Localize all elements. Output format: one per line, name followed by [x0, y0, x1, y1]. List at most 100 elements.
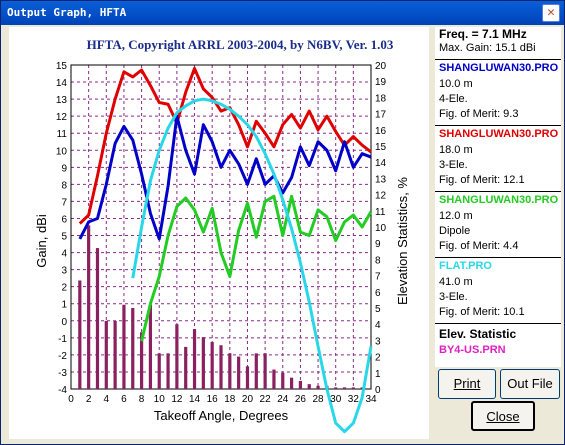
y2-tick-label: 1 — [375, 369, 381, 380]
y2-tick-label: 6 — [375, 288, 381, 299]
legend-fom: Fig. of Merit: 9.3 — [439, 108, 519, 120]
elevation-bar — [122, 304, 126, 389]
x-tick-label: 12 — [171, 394, 183, 405]
legend-type: 3-Ele. — [439, 291, 468, 303]
y-tick-label: 10 — [56, 146, 68, 157]
y2-tick-label: 17 — [375, 110, 387, 121]
close-button[interactable]: Close — [471, 401, 535, 431]
out-file-button-label: Out File — [507, 376, 553, 391]
legend-file-name: FLAT.PRO — [439, 260, 492, 272]
close-button-label: Close — [486, 409, 520, 424]
separator — [435, 125, 561, 126]
legend-fom: Fig. of Merit: 4.4 — [439, 240, 519, 252]
elevation-bar — [298, 380, 303, 389]
x-tick-label: 30 — [330, 394, 342, 405]
elevation-bar — [272, 369, 276, 389]
elevation-bar — [113, 320, 117, 389]
x-tick-label: 22 — [260, 394, 272, 405]
elevation-bar — [316, 385, 320, 389]
series-line — [131, 97, 373, 434]
elevation-bar — [157, 353, 161, 389]
x-tick-label: 34 — [365, 394, 377, 405]
legend-panel: Freq. = 7.1 MHz Max. Gain: 15.1 dBi SHAN… — [435, 27, 561, 367]
x-tick-label: 6 — [121, 394, 127, 405]
x-tick-label: 18 — [224, 394, 236, 405]
elevation-bar — [104, 320, 108, 389]
elevation-bar — [245, 366, 250, 389]
x-tick-label: 8 — [139, 394, 145, 405]
y-tick-label: 6 — [61, 214, 67, 225]
y-axis-label: Gain, dBi — [34, 214, 49, 268]
y2-tick-label: 19 — [375, 77, 387, 88]
x-tick-label: 0 — [68, 394, 74, 405]
y-tick-label: 2 — [61, 283, 67, 294]
legend-type: 4-Ele. — [439, 93, 468, 105]
x-tick-label: 14 — [189, 394, 201, 405]
y-tick-label: -2 — [58, 351, 67, 362]
y2-tick-label: 4 — [375, 320, 381, 331]
elevation-bar — [184, 346, 188, 389]
elevation-bar — [254, 353, 258, 389]
y-tick-label: 3 — [61, 266, 67, 277]
elevation-bar — [175, 324, 179, 389]
elevation-bar — [139, 332, 144, 389]
y-tick-label: -1 — [58, 334, 67, 345]
out-file-button[interactable]: Out File — [500, 369, 560, 399]
y2-tick-label: 13 — [375, 174, 387, 185]
y-tick-label: 15 — [56, 61, 68, 72]
series-line — [78, 66, 372, 225]
x-tick-label: 10 — [154, 394, 166, 405]
y-tick-label: -4 — [58, 385, 67, 396]
legend-fom: Fig. of Merit: 12.1 — [439, 174, 525, 186]
elevation-bar — [289, 377, 294, 389]
y2-axis-label: Elevation Statistics, % — [395, 177, 410, 305]
legend-height: 10.0 m — [439, 78, 473, 90]
window-close-icon[interactable]: ✕ — [542, 4, 560, 22]
y2-tick-label: 12 — [375, 191, 387, 202]
legend-height: 41.0 m — [439, 276, 473, 288]
elevation-bar — [219, 345, 223, 389]
y2-tick-label: 0 — [375, 385, 381, 396]
y2-tick-label: 16 — [375, 126, 387, 137]
y-tick-label: 7 — [61, 197, 67, 208]
legend-type: Dipole — [439, 225, 471, 237]
elevation-bar — [95, 248, 100, 389]
elevation-bar — [78, 280, 82, 389]
elevation-bar — [131, 308, 135, 389]
print-button-label: Print — [453, 376, 481, 391]
y2-tick-label: 8 — [375, 255, 381, 266]
y2-tick-label: 3 — [375, 336, 381, 347]
title-bar: Output Graph, HFTA ✕ — [1, 1, 564, 25]
legend-file-name: SHANGLUWAN30.PRO — [439, 62, 559, 74]
freq-label: Freq. = 7.1 MHz — [439, 27, 527, 41]
separator — [435, 59, 561, 60]
legend-file-name: SHANGLUWAN30.PRO — [439, 128, 559, 140]
elevation-bar — [87, 225, 91, 389]
elev-stat-title: Elev. Statistic — [439, 327, 517, 341]
y-tick-label: 11 — [57, 129, 68, 140]
legend-fom: Fig. of Merit: 10.1 — [439, 306, 525, 318]
y2-tick-label: 9 — [375, 239, 381, 250]
elevation-bar — [334, 387, 338, 389]
elevation-bar — [360, 387, 364, 389]
y2-tick-label: 7 — [375, 272, 381, 283]
x-tick-label: 20 — [242, 394, 254, 405]
separator — [435, 257, 561, 258]
y2-tick-label: 2 — [375, 353, 381, 364]
x-tick-label: 16 — [207, 394, 219, 405]
series-line — [140, 194, 373, 342]
y2-tick-label: 10 — [375, 223, 387, 234]
y2-tick-label: 5 — [375, 304, 381, 315]
legend-height: 18.0 m — [439, 144, 473, 156]
elev-stat-file: BY4-US.PRN — [439, 344, 506, 356]
print-button[interactable]: Print — [438, 369, 496, 399]
y-tick-label: 14 — [56, 78, 68, 89]
y-tick-label: 1 — [61, 300, 67, 311]
elevation-bar — [351, 387, 355, 389]
elevation-bar — [148, 304, 153, 389]
max-gain-label: Max. Gain: 15.1 dBi — [439, 42, 536, 54]
separator — [435, 323, 561, 324]
x-tick-label: 32 — [348, 394, 360, 405]
y2-tick-label: 20 — [375, 61, 387, 72]
y-tick-label: 13 — [56, 95, 68, 106]
